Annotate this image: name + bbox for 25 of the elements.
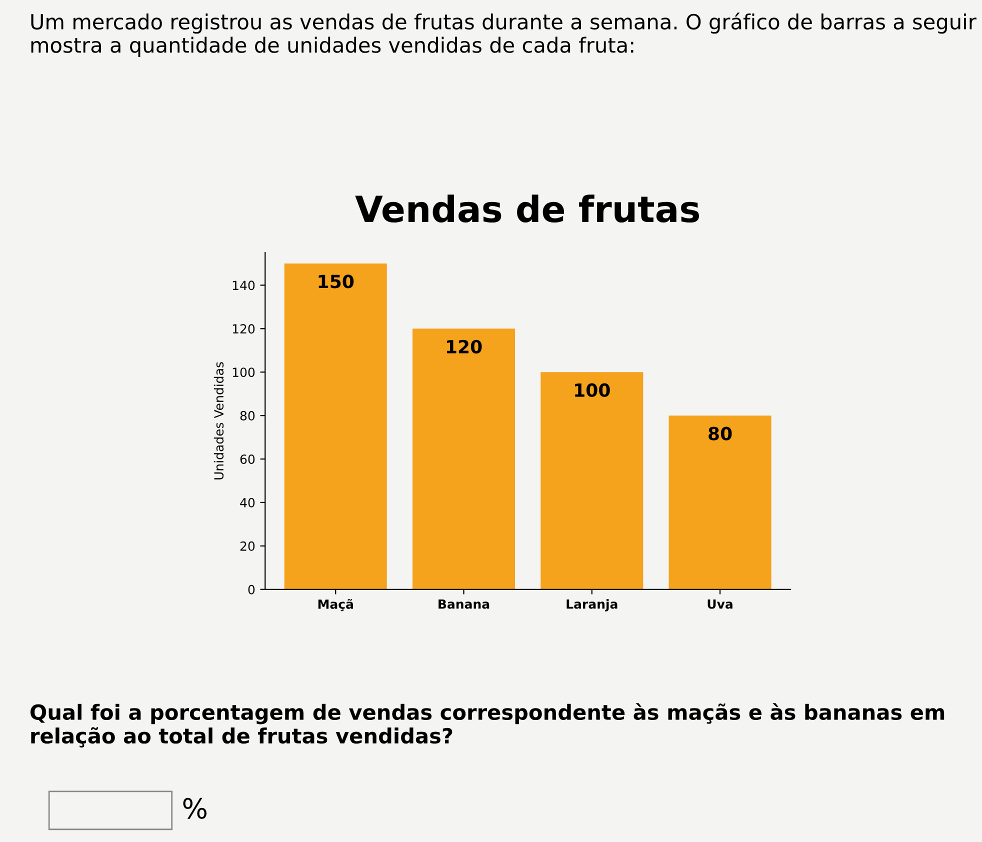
- y-tick-label: 0: [248, 584, 255, 594]
- y-tick-label: 80: [240, 411, 255, 420]
- text: Qual foi a porcentagem de vendas correspondente às maçãs e às bananas em relação ao total de frutas vendidas?: [30, 703, 944, 748]
- y-tick-label: 120: [232, 324, 255, 334]
- bar: [668, 416, 772, 590]
- data-label: 120: [446, 340, 482, 354]
- x-tick-label: Uva: [708, 600, 732, 609]
- chart-title: Vendas de frutas: [355, 194, 699, 223]
- x-tick-label: Maçã: [318, 598, 353, 612]
- bar: [540, 372, 644, 590]
- y-axis-title: Unidades Vendidas: [214, 362, 224, 480]
- data-label: 150: [318, 274, 354, 288]
- y-tick-label: 40: [240, 498, 255, 508]
- x-tick-label: Banana: [438, 600, 490, 609]
- y-tick-label: 60: [240, 454, 255, 464]
- data-label: 80: [708, 426, 732, 440]
- y-tick-label: 100: [232, 368, 255, 378]
- x-tick-label: Laranja: [566, 599, 618, 612]
- text: Um mercado registrou as vendas de frutas durante a semana. O gráfico de barras a seguir mostra a quantidade de unidades vendidas de cada fruta:: [31, 12, 976, 57]
- bar: [412, 328, 516, 590]
- data-label: 100: [575, 383, 610, 397]
- text: %: [183, 798, 207, 819]
- y-tick-label: 140: [232, 280, 255, 290]
- y-tick-label: 20: [240, 541, 255, 551]
- bar: [284, 263, 387, 590]
